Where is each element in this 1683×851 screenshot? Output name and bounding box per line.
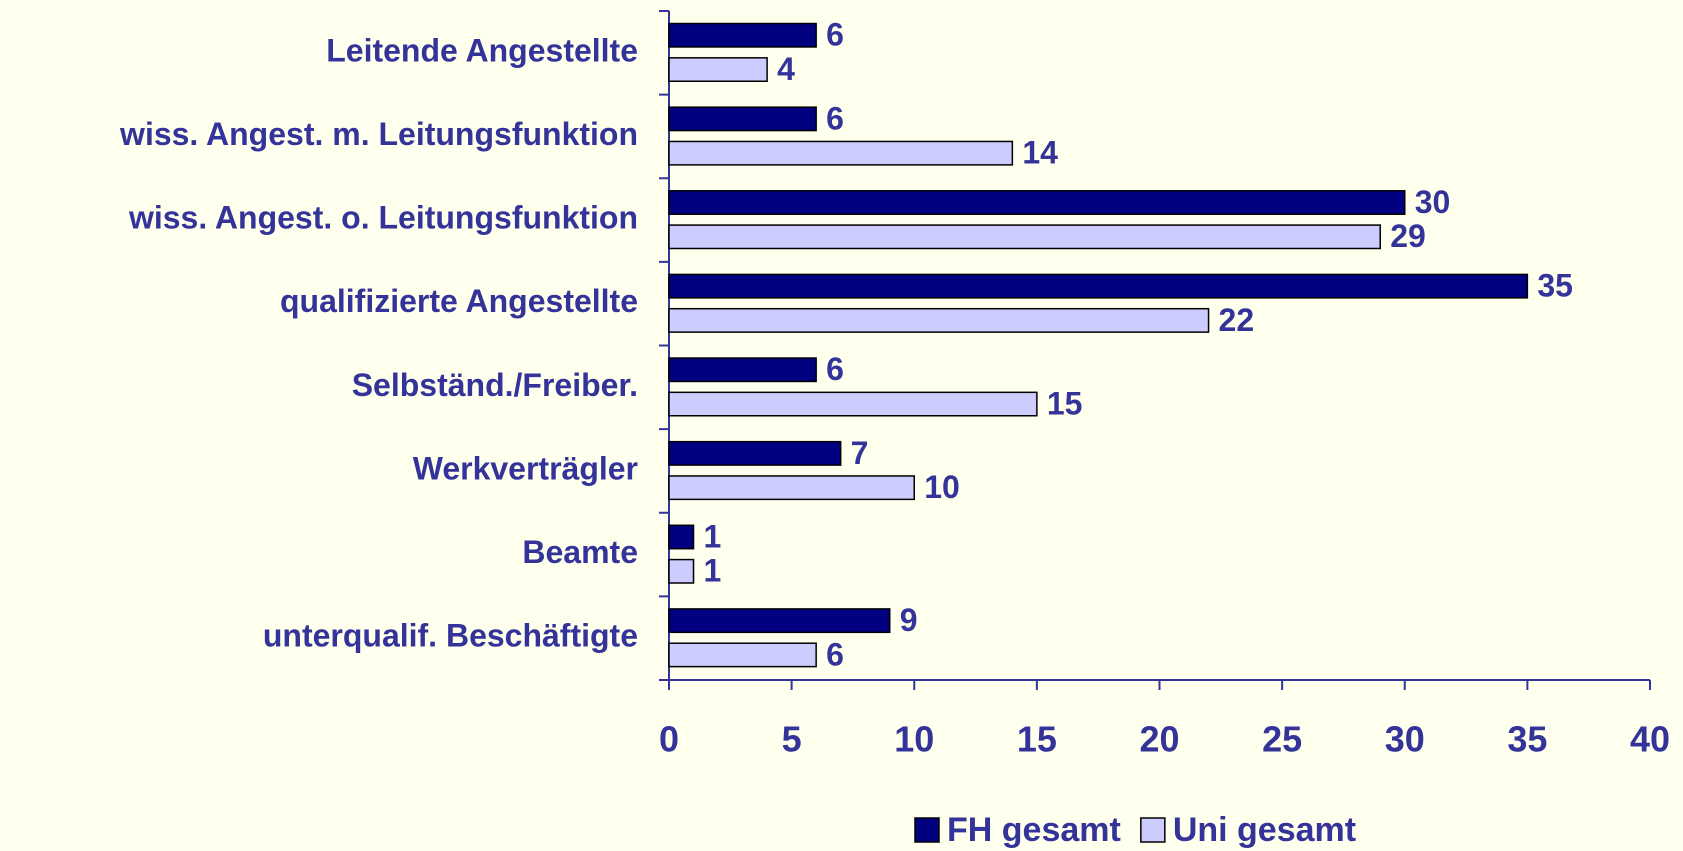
category-label: Beamte — [522, 534, 638, 570]
value-label: 6 — [826, 636, 844, 672]
bar — [668, 307, 1210, 333]
bar — [668, 440, 842, 466]
bar — [668, 475, 915, 501]
legend-label: Uni gesamt — [1173, 811, 1356, 849]
value-label: 6 — [826, 100, 844, 136]
bar — [668, 558, 695, 584]
category-label: Werkverträgler — [413, 450, 638, 486]
category-label: Leitende Angestellte — [326, 32, 638, 68]
value-label: 15 — [1047, 385, 1083, 421]
category-label: wiss. Angest. o. Leitungsfunktion — [128, 200, 638, 236]
value-label: 6 — [826, 351, 844, 387]
x-tick-label: 35 — [1507, 719, 1547, 760]
x-tick-label: 0 — [659, 719, 679, 760]
x-tick-label: 15 — [1017, 719, 1057, 760]
bar — [668, 391, 1038, 417]
value-label: 29 — [1390, 218, 1426, 254]
legend-label: FH gesamt — [947, 811, 1121, 849]
value-label: 6 — [826, 17, 844, 53]
value-label: 30 — [1415, 184, 1451, 220]
value-label: 22 — [1219, 302, 1255, 338]
category-label: qualifizierte Angestellte — [280, 283, 638, 319]
value-label: 7 — [851, 435, 869, 471]
x-tick-label: 10 — [894, 719, 934, 760]
category-label: wiss. Angest. m. Leitungsfunktion — [119, 116, 638, 152]
value-label: 10 — [924, 469, 960, 505]
bar — [668, 224, 1381, 250]
value-label: 9 — [900, 602, 918, 638]
x-tick-label: 20 — [1139, 719, 1179, 760]
category-label: Selbständ./Freiber. — [352, 367, 638, 403]
value-label: 4 — [777, 51, 795, 87]
value-label: 1 — [704, 553, 722, 589]
x-tick-label: 40 — [1630, 719, 1670, 760]
bar — [668, 190, 1406, 215]
value-label: 14 — [1022, 135, 1058, 171]
bar — [668, 273, 1529, 299]
bar — [668, 524, 695, 550]
category-label: unterqualif. Beschäftigte — [263, 618, 638, 654]
bar — [668, 106, 817, 132]
bar — [668, 357, 817, 383]
x-tick-label: 5 — [782, 719, 802, 760]
bar — [668, 140, 1014, 166]
bar — [668, 57, 768, 82]
legend-swatch — [1140, 817, 1166, 843]
x-tick-label: 25 — [1262, 719, 1302, 760]
x-tick-label: 30 — [1385, 719, 1425, 760]
bar — [668, 642, 817, 668]
value-label: 1 — [704, 518, 722, 554]
bar — [668, 608, 891, 634]
legend-swatch — [914, 817, 940, 843]
value-label: 35 — [1537, 268, 1573, 304]
bar — [668, 22, 817, 48]
